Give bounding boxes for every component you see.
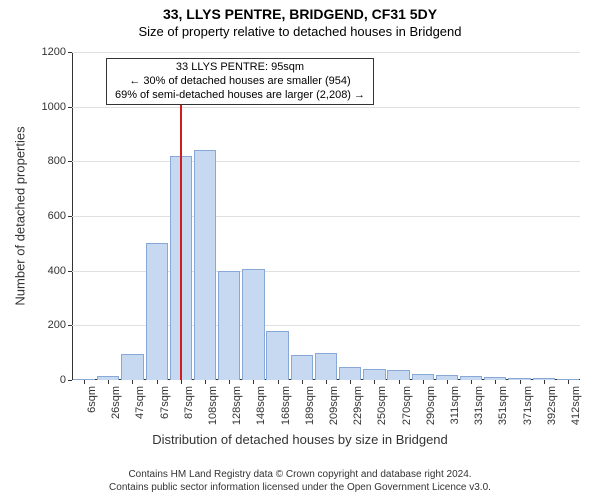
x-tick-mark (108, 380, 109, 384)
x-tick-label: 371sqm (520, 386, 534, 425)
x-tick-mark (157, 380, 158, 384)
x-tick-label: 47sqm (132, 386, 146, 419)
page-subtitle: Size of property relative to detached ho… (0, 22, 600, 39)
x-tick-mark (253, 380, 254, 384)
histogram-bar (387, 370, 409, 380)
x-tick-label: 412sqm (568, 386, 582, 425)
x-tick-mark (374, 380, 375, 384)
histogram-bar (315, 353, 337, 380)
x-tick-mark (326, 380, 327, 384)
x-tick-mark (399, 380, 400, 384)
y-tick-label: 1000 (42, 101, 72, 113)
gridline (72, 161, 580, 162)
x-tick-label: 250sqm (374, 386, 388, 425)
x-tick-label: 311sqm (447, 386, 461, 424)
x-tick-mark (520, 380, 521, 384)
x-tick-mark (423, 380, 424, 384)
x-tick-label: 67sqm (157, 386, 171, 419)
x-tick-mark (447, 380, 448, 384)
x-tick-label: 270sqm (399, 386, 413, 425)
footer-line-1: Contains HM Land Registry data © Crown c… (0, 468, 600, 481)
gridline (72, 107, 580, 108)
x-tick-mark (132, 380, 133, 384)
x-axis-title: Distribution of detached houses by size … (0, 432, 600, 447)
x-tick-mark (350, 380, 351, 384)
x-tick-label: 168sqm (278, 386, 292, 425)
y-axis-title: Number of detached properties (13, 126, 28, 305)
y-tick-label: 1200 (42, 46, 72, 58)
x-tick-label: 87sqm (181, 386, 195, 419)
y-tick-label: 200 (48, 319, 72, 331)
x-tick-label: 148sqm (253, 386, 267, 425)
x-tick-label: 108sqm (205, 386, 219, 425)
histogram-bar (121, 354, 143, 380)
annotation-line-1: 33 LLYS PENTRE: 95sqm (111, 61, 369, 75)
annotation-line-3: 69% of semi-detached houses are larger (… (111, 89, 369, 103)
footer-attribution: Contains HM Land Registry data © Crown c… (0, 468, 600, 494)
gridline (72, 216, 580, 217)
histogram-bar (218, 271, 240, 380)
x-tick-mark (278, 380, 279, 384)
x-tick-mark (471, 380, 472, 384)
x-tick-mark (84, 380, 85, 384)
x-tick-label: 26sqm (108, 386, 122, 419)
x-tick-label: 229sqm (350, 386, 364, 425)
x-tick-label: 189sqm (302, 386, 316, 425)
histogram-bar (266, 331, 288, 380)
annotation-line-2: ← 30% of detached houses are smaller (95… (111, 75, 369, 89)
y-tick-label: 600 (48, 210, 72, 222)
x-tick-mark (544, 380, 545, 384)
histogram-bar (339, 367, 361, 380)
x-tick-label: 290sqm (423, 386, 437, 425)
x-tick-label: 6sqm (84, 386, 98, 413)
y-tick-label: 800 (48, 155, 72, 167)
histogram-bar (242, 269, 264, 380)
y-tick-label: 0 (60, 374, 72, 386)
x-tick-label: 351sqm (495, 386, 509, 425)
x-tick-label: 331sqm (471, 386, 485, 425)
x-tick-mark (302, 380, 303, 384)
gridline (72, 52, 580, 53)
footer-line-2: Contains public sector information licen… (0, 481, 600, 494)
histogram-bar (194, 150, 216, 380)
x-tick-label: 209sqm (326, 386, 340, 425)
x-tick-label: 128sqm (229, 386, 243, 425)
x-tick-mark (495, 380, 496, 384)
x-tick-mark (205, 380, 206, 384)
page-title: 33, LLYS PENTRE, BRIDGEND, CF31 5DY (0, 0, 600, 22)
histogram-bar (291, 355, 313, 380)
y-tick-label: 400 (48, 265, 72, 277)
x-tick-mark (568, 380, 569, 384)
x-tick-mark (229, 380, 230, 384)
histogram-bar (146, 243, 168, 380)
x-tick-label: 392sqm (544, 386, 558, 425)
annotation-box: 33 LLYS PENTRE: 95sqm ← 30% of detached … (106, 58, 374, 105)
histogram-bar (363, 369, 385, 380)
x-tick-mark (181, 380, 182, 384)
reference-line (180, 72, 182, 380)
